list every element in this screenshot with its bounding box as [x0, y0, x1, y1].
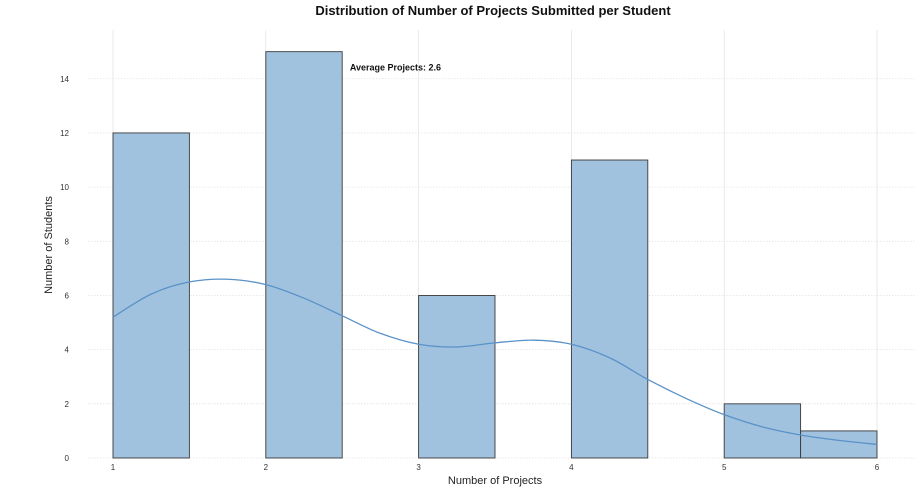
y-tick-label: 12 [60, 129, 69, 138]
x-tick-label: 2 [264, 463, 269, 472]
kde-layer [112, 278, 878, 446]
kde-density-line [112, 278, 878, 446]
bars-layer [112, 51, 878, 459]
histogram-bar [723, 403, 802, 459]
histogram-bar [112, 132, 190, 459]
histogram-bar [800, 430, 878, 459]
x-tick-label: 6 [875, 463, 880, 472]
y-tick-label: 10 [60, 183, 69, 192]
y-tick-label: 0 [65, 454, 70, 463]
histogram-bar [570, 159, 649, 459]
grid-layer [88, 30, 915, 459]
x-tick-label: 5 [722, 463, 727, 472]
chart-title: Distribution of Number of Projects Submi… [315, 3, 671, 18]
y-tick-label: 2 [65, 400, 70, 409]
x-tick-label: 1 [111, 463, 116, 472]
histogram-bar [418, 295, 496, 459]
y-axis-label: Number of Students [43, 196, 55, 294]
y-tick-label: 6 [65, 291, 70, 300]
x-tick-label: 3 [416, 463, 421, 472]
x-axis-label: Number of Projects [448, 475, 543, 487]
y-tick-label: 4 [65, 346, 70, 355]
histogram-bar [265, 51, 343, 459]
average-annotation: Average Projects: 2.6 [350, 63, 441, 73]
y-tick-label: 8 [65, 237, 70, 246]
y-tick-label: 14 [60, 75, 69, 84]
x-tick-label: 4 [569, 463, 574, 472]
